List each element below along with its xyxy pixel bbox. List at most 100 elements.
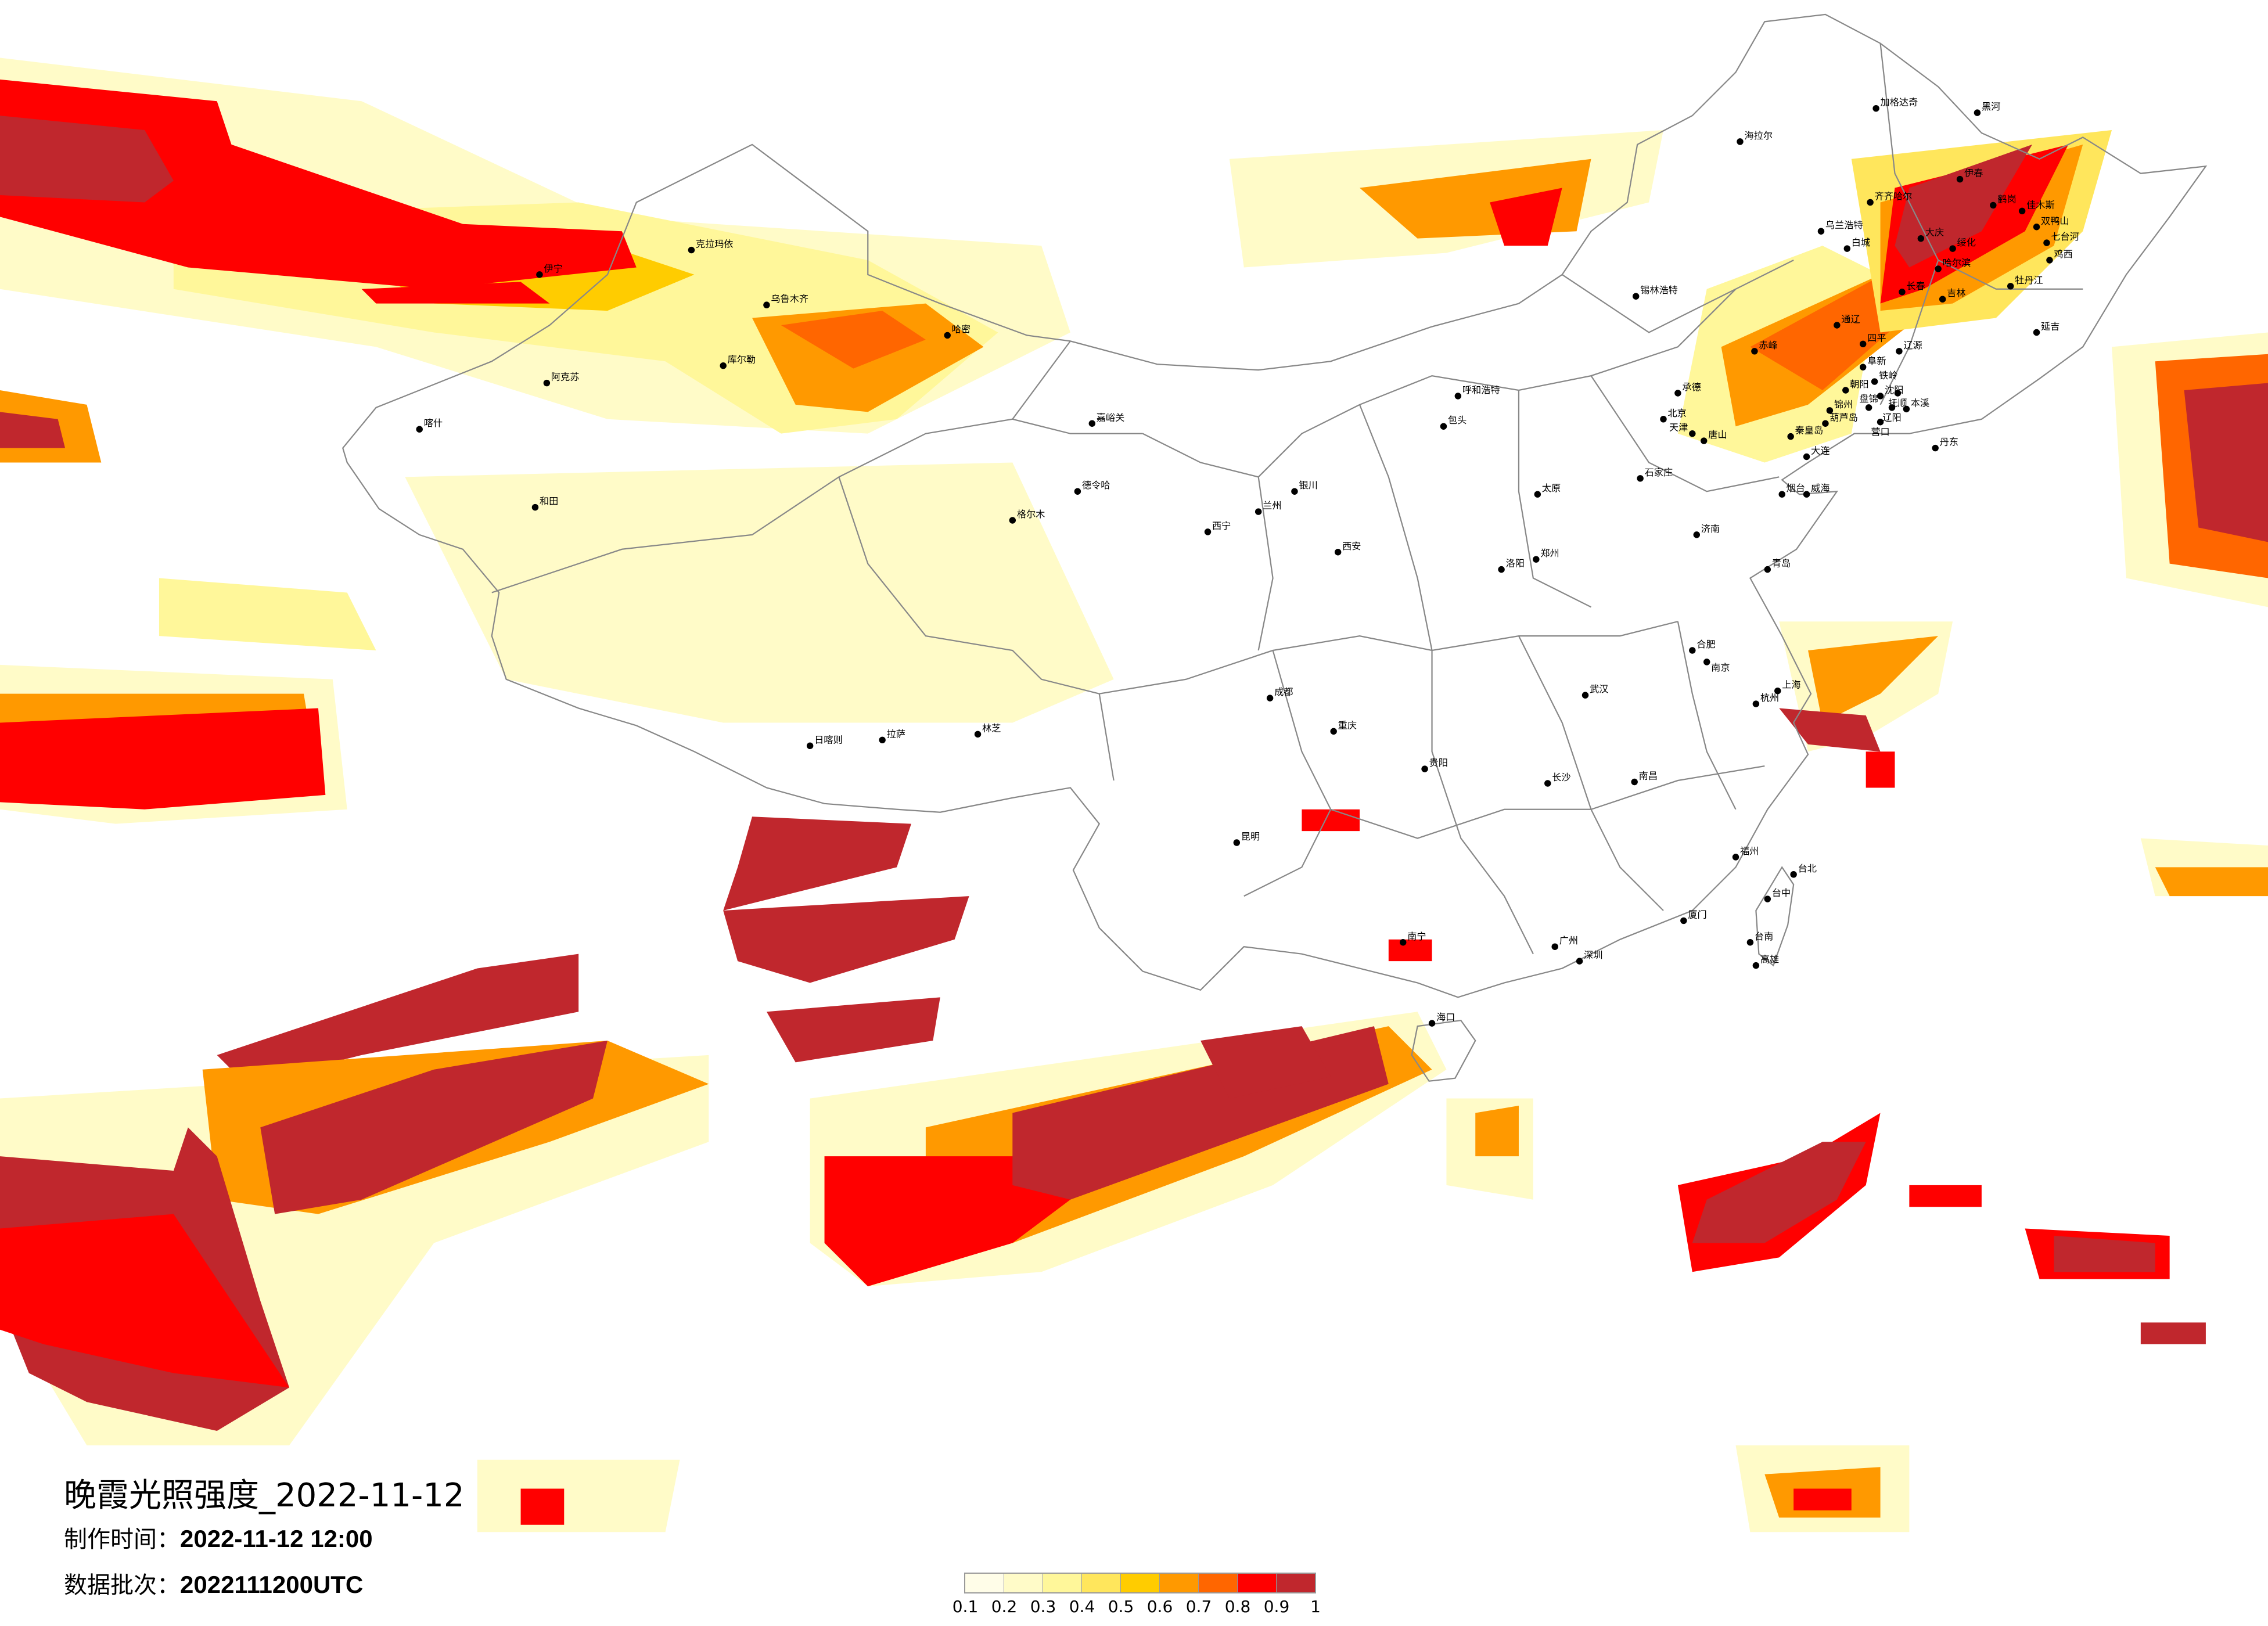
city-label: 海口 xyxy=(1436,1012,1455,1023)
city-dot xyxy=(2043,239,2050,246)
city-label: 济南 xyxy=(1701,523,1720,534)
city-label: 喀什 xyxy=(424,418,443,429)
city-label: 拉萨 xyxy=(887,728,905,739)
legend-tick: 0.1 xyxy=(952,1597,979,1616)
legend-tick: 1 xyxy=(1310,1597,1321,1616)
city-label: 盘锦 xyxy=(1859,393,1878,404)
city-dot xyxy=(1576,958,1583,965)
city-label: 福州 xyxy=(1740,846,1759,857)
city-label: 洛阳 xyxy=(1506,558,1525,569)
city-label: 北京 xyxy=(1667,408,1686,419)
city-dot xyxy=(1255,508,1262,515)
production-time-label: 制作时间： xyxy=(64,1526,180,1553)
city-label: 南昌 xyxy=(1639,771,1658,782)
city-dot xyxy=(1790,871,1797,878)
city-label: 广州 xyxy=(1559,935,1578,946)
city-label: 烟台 xyxy=(1787,483,1805,494)
city-dot xyxy=(1872,105,1879,112)
city-dot xyxy=(1689,647,1696,654)
glow-region xyxy=(1388,939,1432,962)
city-dot xyxy=(1843,245,1851,252)
city-label: 大连 xyxy=(1811,445,1830,456)
city-dot xyxy=(1399,939,1407,946)
city-dot xyxy=(1582,692,1589,699)
city-label: 长沙 xyxy=(1552,772,1570,783)
city-label: 杭州 xyxy=(1760,692,1779,703)
legend-tick: 0.7 xyxy=(1185,1597,1212,1616)
city-label: 四平 xyxy=(1867,332,1886,343)
city-dot xyxy=(1871,378,1878,385)
legend-swatch xyxy=(1121,1574,1160,1592)
city-label: 鸡西 xyxy=(2054,249,2072,260)
city-label: 深圳 xyxy=(1584,949,1602,961)
glow-region xyxy=(1302,809,1360,832)
legend-swatch xyxy=(1043,1574,1082,1592)
city-label: 通辽 xyxy=(1841,314,1860,325)
city-label: 承德 xyxy=(1682,382,1701,393)
city-label: 秦皇岛 xyxy=(1795,425,1824,436)
city-dot xyxy=(1817,228,1825,235)
city-dot xyxy=(1888,404,1896,411)
city-dot xyxy=(536,271,543,278)
glow-region xyxy=(0,1214,290,1388)
glow-region xyxy=(2155,867,2268,897)
city-dot xyxy=(1680,917,1687,924)
legend-swatch xyxy=(1238,1574,1277,1592)
city-dot xyxy=(1787,433,1794,440)
data-batch-value: 2022111200UTC xyxy=(180,1571,364,1598)
city-label: 武汉 xyxy=(1590,684,1608,695)
city-dot xyxy=(1764,566,1771,573)
glow-region xyxy=(2184,383,2268,542)
city-dot xyxy=(806,742,814,749)
legend-ticks: 0.1 0.2 0.3 0.4 0.5 0.6 0.7 0.8 0.9 1 xyxy=(952,1597,1327,1618)
city-dot xyxy=(1746,939,1754,946)
city-dot xyxy=(1877,393,1884,400)
glow-region xyxy=(1490,188,1562,246)
legend-swatch xyxy=(1160,1574,1199,1592)
city-dot xyxy=(974,731,982,738)
city-dot xyxy=(531,503,539,511)
city-label: 贵阳 xyxy=(1429,757,1448,768)
province-borders xyxy=(342,13,2208,1082)
glow-region xyxy=(1475,1106,1519,1157)
city-label: 呼和浩特 xyxy=(1462,384,1500,395)
city-label: 银川 xyxy=(1299,480,1317,491)
city-label: 白城 xyxy=(1852,237,1870,248)
city-dot xyxy=(1689,430,1696,437)
glow-region xyxy=(1895,144,2033,268)
city-dot xyxy=(1826,407,1834,414)
city-dot xyxy=(1551,943,1558,950)
production-time-value: 2022-11-12 12:00 xyxy=(180,1525,373,1552)
city-label: 包头 xyxy=(1448,415,1467,426)
city-label: 乌兰浩特 xyxy=(1825,220,1863,231)
production-time: 制作时间：2022-11-12 12:00 xyxy=(64,1520,373,1554)
city-dot xyxy=(2007,283,2014,290)
city-label: 日喀则 xyxy=(814,734,843,745)
glow-region xyxy=(1201,1026,1331,1099)
city-dot xyxy=(1009,517,1016,524)
city-dot xyxy=(1732,854,1739,861)
city-dot xyxy=(1764,895,1771,902)
city-label: 太原 xyxy=(1542,483,1561,494)
glow-region xyxy=(1866,751,1895,788)
city-dot xyxy=(1834,322,1841,329)
city-label: 克拉玛依 xyxy=(696,239,734,250)
city-dot xyxy=(1498,566,1505,573)
city-dot xyxy=(1974,109,1981,116)
city-label: 德令哈 xyxy=(1082,480,1110,491)
city-label: 高雄 xyxy=(1760,954,1779,965)
city-dot xyxy=(1877,419,1884,426)
city-label: 台南 xyxy=(1755,931,1773,942)
glow-region xyxy=(260,1041,608,1214)
glow-region xyxy=(723,816,911,911)
city-dot xyxy=(1865,404,1872,411)
city-dot xyxy=(543,379,551,387)
city-dot xyxy=(688,246,695,254)
glow-region xyxy=(766,997,940,1063)
city-dot xyxy=(1917,235,1925,242)
glow-region xyxy=(520,1488,565,1525)
city-dot xyxy=(1803,453,1810,461)
city-dot xyxy=(1632,293,1640,300)
city-label: 嘉峪关 xyxy=(1097,412,1125,423)
